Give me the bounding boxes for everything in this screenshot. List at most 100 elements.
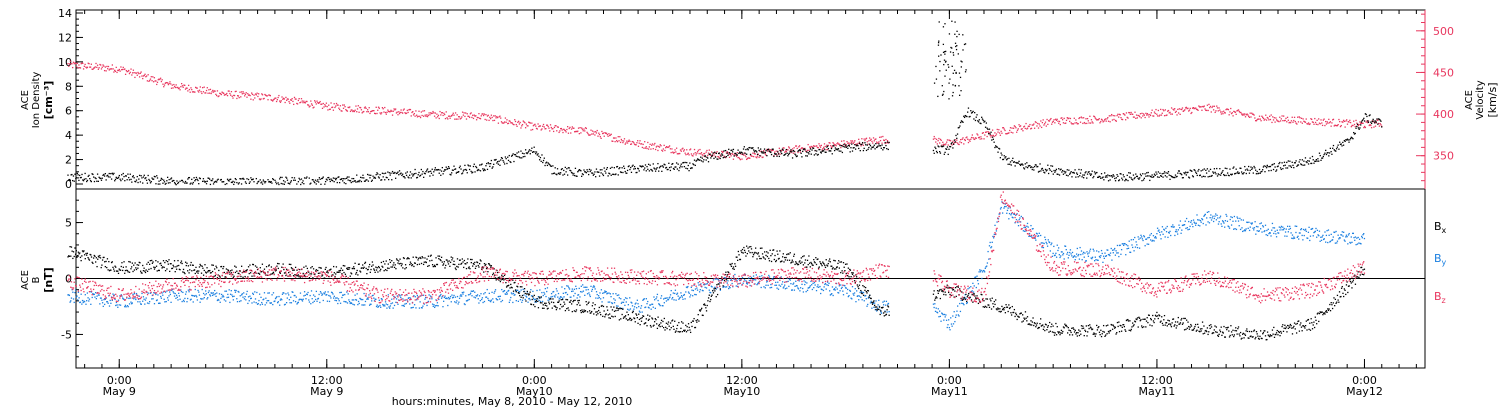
velocity-point — [1320, 119, 1322, 121]
density-point — [1276, 169, 1278, 171]
top-right-tick-label: 400 — [1433, 108, 1454, 121]
by-point — [382, 303, 384, 306]
density-point — [709, 153, 711, 155]
velocity-point — [1023, 125, 1026, 127]
density-point — [384, 179, 386, 181]
by-point — [831, 286, 834, 288]
velocity-point — [338, 107, 340, 109]
velocity-point — [637, 140, 639, 142]
density-point — [194, 180, 196, 182]
density-peak-point — [944, 75, 946, 77]
by-point — [276, 296, 278, 298]
by-point — [945, 314, 947, 316]
by-point — [700, 283, 702, 285]
velocity-point — [1278, 120, 1280, 123]
density-point — [1050, 165, 1052, 167]
density-peak-point — [937, 95, 939, 98]
by-point — [244, 296, 246, 298]
density-point — [1019, 163, 1021, 166]
by-point — [106, 301, 109, 303]
velocity-point — [96, 64, 99, 66]
density-point — [1193, 169, 1195, 171]
density-point — [274, 179, 276, 182]
velocity-point — [465, 112, 467, 114]
velocity-point — [185, 87, 187, 89]
density-point — [724, 156, 726, 158]
density-point — [1142, 173, 1144, 175]
density-point — [862, 149, 865, 152]
by-point — [142, 296, 145, 298]
velocity-point — [658, 146, 661, 148]
density-point — [275, 183, 278, 185]
velocity-point — [1005, 133, 1008, 135]
velocity-point — [1254, 117, 1256, 119]
density-point — [645, 170, 647, 172]
density-point — [786, 152, 788, 154]
by-point — [71, 289, 73, 291]
density-point — [729, 153, 731, 155]
velocity-point — [328, 108, 331, 111]
by-point — [582, 290, 585, 292]
by-point — [389, 305, 392, 307]
velocity-point — [871, 140, 873, 143]
velocity-point — [159, 78, 161, 81]
velocity-point — [1016, 131, 1018, 133]
density-point — [158, 180, 160, 182]
density-point — [1260, 171, 1262, 173]
velocity-point — [1177, 108, 1179, 111]
by-point — [678, 298, 680, 300]
velocity-point — [322, 102, 324, 105]
velocity-point — [530, 129, 532, 131]
density-point — [766, 155, 768, 157]
velocity-point — [710, 151, 713, 153]
by-point — [647, 306, 650, 308]
velocity-point — [835, 145, 837, 147]
by-point — [848, 294, 850, 297]
density-point — [72, 175, 75, 177]
velocity-point — [1022, 130, 1024, 132]
velocity-point — [377, 106, 380, 108]
by-point — [476, 295, 478, 297]
density-point — [156, 177, 159, 179]
density-point — [1146, 172, 1148, 174]
density-point — [727, 154, 729, 156]
by-point — [604, 290, 606, 292]
by-point — [100, 297, 102, 299]
density-point — [802, 148, 805, 150]
density-point — [574, 174, 576, 177]
velocity-point — [374, 113, 377, 115]
velocity-point — [637, 145, 640, 147]
by-point — [494, 289, 497, 291]
velocity-point — [324, 105, 327, 107]
density-point — [777, 151, 779, 153]
density-point — [496, 161, 499, 163]
density-point — [974, 119, 977, 122]
density-point — [531, 147, 533, 149]
density-point — [1176, 175, 1178, 178]
velocity-point — [442, 114, 444, 117]
by-point — [867, 297, 870, 299]
by-point — [981, 277, 983, 280]
by-point — [474, 291, 476, 293]
velocity-point — [672, 151, 674, 153]
velocity-point — [1291, 116, 1293, 118]
velocity-point — [1172, 108, 1174, 110]
density-point — [236, 181, 238, 184]
velocity-point — [92, 68, 94, 70]
density-peak-point — [939, 60, 941, 63]
by-point — [747, 281, 749, 284]
by-point — [933, 306, 935, 309]
density-point — [647, 163, 650, 165]
by-point — [86, 292, 89, 294]
density-point — [965, 115, 967, 117]
velocity-point — [541, 128, 543, 130]
density-point — [760, 148, 762, 150]
density-point — [327, 177, 329, 179]
by-point — [950, 317, 952, 319]
by-point — [185, 291, 187, 293]
x-tick-label-date: May11 — [1139, 385, 1176, 398]
velocity-point — [82, 62, 84, 65]
by-point — [481, 297, 484, 299]
by-point — [736, 279, 738, 282]
density-point — [628, 165, 630, 167]
